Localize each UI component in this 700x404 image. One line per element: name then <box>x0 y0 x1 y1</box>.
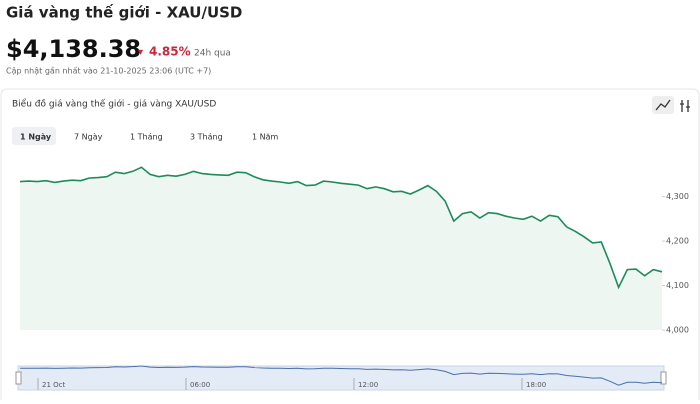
down-arrow: ▾ <box>138 47 143 58</box>
y-tick-label: 4,200 <box>666 237 689 246</box>
candle-icon[interactable] <box>680 100 690 112</box>
y-tick-label: 4,300 <box>666 192 689 201</box>
tab[interactable]: 1 Tháng <box>130 133 163 142</box>
navigator-label: 21 Oct <box>42 381 65 389</box>
price-line <box>19 166 663 290</box>
y-tick-label: 4,000 <box>666 326 689 335</box>
tab[interactable]: 1 Năm <box>252 133 279 142</box>
navigator-handle[interactable] <box>15 371 22 385</box>
updated: Cập nhật gần nhất vào 21-10-2025 23:06 (… <box>6 66 211 77</box>
tab[interactable]: 7 Ngày <box>74 133 103 142</box>
tab-active <box>12 127 56 145</box>
page-title: Giá vàng thế giới - XAU/USD <box>6 3 242 22</box>
change: 4.85% <box>149 45 191 59</box>
navigator-label: 12:00 <box>358 381 378 389</box>
period: 24h qua <box>194 49 231 59</box>
tab[interactable]: 3 Tháng <box>190 133 223 142</box>
navigator-label: 18:00 <box>526 381 546 389</box>
navigator[interactable] <box>17 365 665 391</box>
tab[interactable]: 1 Ngày <box>20 133 52 142</box>
price: $4,138.38 <box>6 35 141 63</box>
line-icon <box>655 99 671 111</box>
navigator-handle[interactable] <box>660 371 667 385</box>
y-tick-label: 4,100 <box>666 281 689 290</box>
navigator-line <box>20 365 663 386</box>
card-title: Biểu đồ giá vàng thế giới - giá vàng XAU… <box>12 99 216 110</box>
navigator-label: 06:00 <box>190 381 210 389</box>
area <box>20 167 662 330</box>
